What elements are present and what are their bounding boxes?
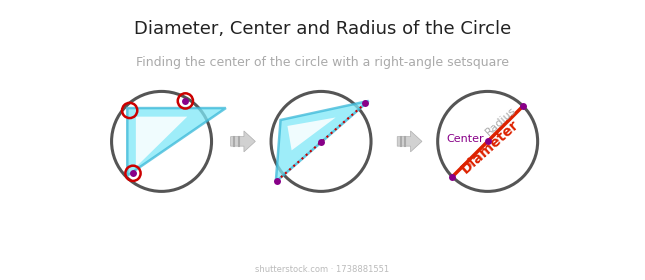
Polygon shape [276, 101, 369, 182]
Polygon shape [231, 131, 255, 152]
Text: Center: Center [446, 134, 484, 144]
Polygon shape [127, 108, 226, 176]
Text: shutterstock.com · 1738881551: shutterstock.com · 1738881551 [255, 265, 390, 274]
Polygon shape [397, 131, 422, 152]
Text: Finding the center of the circle with a right-angle setsquare: Finding the center of the circle with a … [136, 56, 509, 69]
Polygon shape [136, 117, 187, 167]
Text: Diameter, Center and Radius of the Circle: Diameter, Center and Radius of the Circl… [134, 20, 511, 38]
Text: Diameter: Diameter [459, 118, 522, 177]
Polygon shape [288, 118, 335, 150]
Text: Radius: Radius [484, 105, 519, 138]
